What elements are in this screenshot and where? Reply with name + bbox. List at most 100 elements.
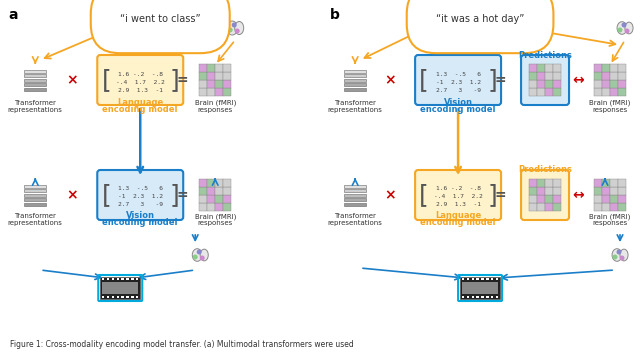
Bar <box>537 179 545 187</box>
Bar <box>223 64 231 72</box>
Bar <box>199 88 207 96</box>
Text: =: = <box>177 73 188 87</box>
Bar <box>24 198 46 201</box>
Bar <box>496 296 499 298</box>
Text: =: = <box>177 188 188 202</box>
Bar <box>594 187 602 195</box>
Bar <box>215 187 223 195</box>
Bar <box>610 64 618 72</box>
Bar <box>199 80 207 88</box>
Bar <box>529 80 537 88</box>
Bar <box>24 189 46 192</box>
Bar <box>602 195 610 203</box>
Bar <box>462 282 498 294</box>
Bar <box>545 179 553 187</box>
Bar <box>553 187 561 195</box>
Bar <box>618 179 626 187</box>
Bar <box>553 80 561 88</box>
Bar <box>100 277 140 299</box>
Text: Vision: Vision <box>444 98 472 107</box>
Text: ]: ] <box>170 68 179 92</box>
FancyBboxPatch shape <box>97 55 183 105</box>
Bar <box>24 202 46 206</box>
Bar <box>460 277 500 299</box>
Bar <box>344 69 366 73</box>
Circle shape <box>616 250 621 255</box>
Text: -.4  1.7  2.2: -.4 1.7 2.2 <box>116 80 164 85</box>
Text: Vision: Vision <box>125 211 155 220</box>
Bar <box>610 72 618 80</box>
Bar <box>476 278 479 280</box>
Text: =: = <box>494 73 506 87</box>
Text: 1.3  -.5   6: 1.3 -.5 6 <box>436 72 481 76</box>
Bar <box>545 187 553 195</box>
Bar <box>126 296 129 298</box>
Bar <box>344 189 366 192</box>
Bar <box>529 179 537 187</box>
Text: -1  2.3  1.2: -1 2.3 1.2 <box>436 80 481 85</box>
Text: responses: responses <box>593 220 628 226</box>
Bar <box>215 195 223 203</box>
Text: Brain (fMRI): Brain (fMRI) <box>195 100 236 107</box>
Bar <box>344 202 366 206</box>
Bar <box>545 195 553 203</box>
Ellipse shape <box>235 22 244 34</box>
Bar <box>462 296 464 298</box>
Bar <box>545 72 553 80</box>
Bar <box>618 187 626 195</box>
Bar <box>116 278 119 280</box>
Bar <box>618 203 626 211</box>
Circle shape <box>228 28 233 33</box>
Bar <box>223 72 231 80</box>
Bar <box>107 278 109 280</box>
Text: encoding model: encoding model <box>102 105 178 114</box>
Bar <box>207 72 215 80</box>
Bar <box>215 179 223 187</box>
Bar <box>618 88 626 96</box>
Bar <box>207 88 215 96</box>
Text: representations: representations <box>8 220 63 226</box>
Bar <box>116 296 119 298</box>
Bar <box>610 179 618 187</box>
Bar <box>610 80 618 88</box>
Text: Brain (fMRI): Brain (fMRI) <box>589 100 630 107</box>
Text: Language: Language <box>435 211 481 220</box>
Bar <box>529 187 537 195</box>
Text: Predictions: Predictions <box>518 165 572 174</box>
Bar <box>553 64 561 72</box>
Bar <box>215 203 223 211</box>
Bar <box>553 203 561 211</box>
Bar <box>602 88 610 96</box>
Bar <box>618 195 626 203</box>
Text: encoding model: encoding model <box>420 218 496 227</box>
Circle shape <box>232 23 237 28</box>
Circle shape <box>625 29 630 34</box>
Bar <box>122 296 124 298</box>
Text: ×: × <box>67 73 78 87</box>
Bar <box>223 203 231 211</box>
Bar <box>344 79 366 81</box>
Bar <box>199 72 207 80</box>
Bar <box>553 88 561 96</box>
Bar <box>602 80 610 88</box>
Text: [: [ <box>419 183 429 207</box>
Bar <box>537 72 545 80</box>
Text: ]: ] <box>170 183 179 207</box>
Bar <box>223 80 231 88</box>
Bar <box>199 195 207 203</box>
Bar <box>537 80 545 88</box>
Circle shape <box>618 28 623 33</box>
Bar <box>24 74 46 77</box>
Circle shape <box>621 23 627 28</box>
Bar <box>537 187 545 195</box>
Bar <box>618 64 626 72</box>
Text: Transformer: Transformer <box>14 100 56 106</box>
Bar <box>594 203 602 211</box>
Bar <box>486 296 488 298</box>
Text: “it was a hot day”: “it was a hot day” <box>436 14 524 24</box>
Text: ↔: ↔ <box>572 188 584 202</box>
Text: ↔: ↔ <box>572 73 584 87</box>
Bar <box>24 194 46 196</box>
Bar <box>215 80 223 88</box>
Bar <box>199 187 207 195</box>
